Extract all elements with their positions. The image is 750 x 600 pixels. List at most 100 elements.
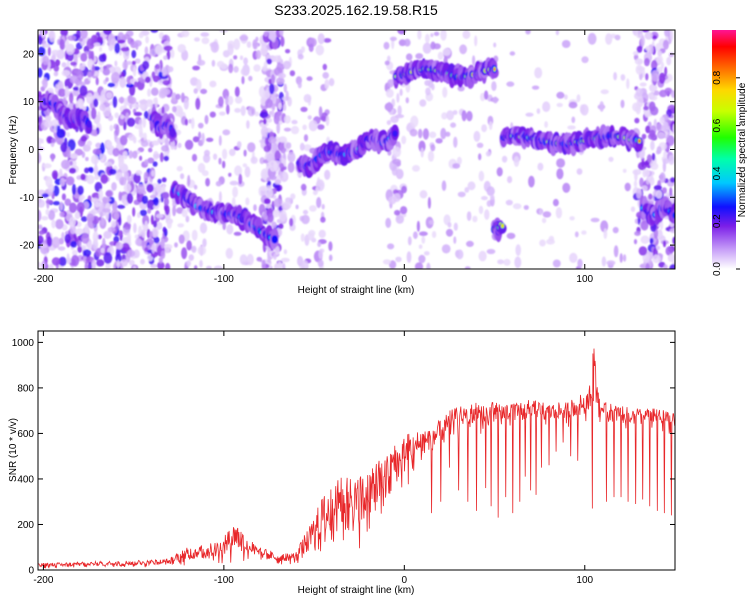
heatmap-noise-cell <box>645 263 650 269</box>
heatmap-noise-cell <box>72 183 76 196</box>
heatmap-noise-cell <box>277 228 283 237</box>
heatmap-noise-cell <box>635 88 644 97</box>
heatmap-noise-cell <box>112 96 118 108</box>
heatmap-noise-cell <box>264 198 271 205</box>
heatmap-noise-cell <box>640 35 645 47</box>
heatmap-noise-cell <box>76 30 81 40</box>
heatmap-noise-cell <box>187 174 191 187</box>
heatmap-noise-cell <box>637 66 645 71</box>
heatmap-noise-cell <box>633 180 638 188</box>
heatmap-noise-cell <box>197 162 206 173</box>
heatmap-noise-cell <box>274 245 280 256</box>
heatmap-noise-cell <box>317 33 325 45</box>
heatmap-noise-cell <box>656 66 663 73</box>
heatmap-noise-cell <box>392 158 401 165</box>
heatmap-noise-cell <box>271 93 276 103</box>
heatmap-noise-cell <box>61 62 67 68</box>
heatmap-noise-cell <box>648 193 653 200</box>
heatmap-noise-cell <box>103 252 113 264</box>
heatmap-noise-cell <box>634 58 644 65</box>
heatmap-noise-cell <box>80 52 88 62</box>
heatmap-noise-cell <box>146 228 151 239</box>
heatmap-noise-cell <box>287 161 295 173</box>
heatmap-noise-cell <box>151 87 159 96</box>
heatmap-noise-cell <box>147 157 155 164</box>
heatmap-noise-cell <box>581 56 589 64</box>
heatmap-noise-cell <box>114 42 121 54</box>
heatmap-noise-cell <box>132 66 137 77</box>
heatmap-noise-cell <box>273 253 277 260</box>
heatmap-noise-cell <box>445 228 454 237</box>
heatmap-noise-cell <box>456 249 464 260</box>
heatmap-noise-cell <box>144 220 148 231</box>
heatmap-noise-cell <box>409 128 418 137</box>
colorbar-tick-label: 0.4 <box>712 166 723 180</box>
heatmap-noise-cell <box>659 116 665 124</box>
heatmap-noise-cell <box>308 229 316 237</box>
heatmap-noise-cell <box>246 253 254 266</box>
heatmap-noise-cell <box>38 261 41 269</box>
heatmap-noise-cell <box>177 44 186 53</box>
heatmap-noise-cell <box>209 80 217 88</box>
heatmap-noise-cell <box>145 76 151 83</box>
heatmap-noise-cell <box>656 229 663 241</box>
heatmap-noise-cell <box>289 70 296 77</box>
heatmap-noise-cell <box>128 150 133 159</box>
heatmap-noise-cell <box>61 232 65 240</box>
heatmap-noise-cell <box>222 148 228 160</box>
heatmap-noise-cell <box>491 81 497 92</box>
heatmap-noise-cell <box>151 243 156 254</box>
heatmap-noise-cell <box>576 94 581 103</box>
heatmap-noise-cell <box>85 156 89 162</box>
heatmap-noise-cell <box>113 212 120 220</box>
heatmap-noise-cell <box>626 78 630 90</box>
heatmap-noise-cell <box>328 254 333 262</box>
heatmap-noise-cell <box>188 254 194 261</box>
heatmap-noise-cell <box>251 108 255 115</box>
heatmap-noise-cell <box>278 136 287 143</box>
heatmap-noise-cell <box>552 259 561 268</box>
snr-y-tick-label: 600 <box>17 429 34 440</box>
heatmap-noise-cell <box>76 201 85 214</box>
heatmap-noise-cell <box>385 217 392 228</box>
heatmap-noise-cell <box>194 265 198 269</box>
heatmap-noise-cell <box>140 258 145 265</box>
heatmap-noise-cell <box>119 176 127 186</box>
heatmap-noise-cell <box>452 163 461 169</box>
heatmap-noise-cell <box>103 230 112 239</box>
heatmap-noise-cell <box>662 240 667 248</box>
heatmap-noise-cell <box>115 242 124 250</box>
heatmap-noise-cell <box>442 48 451 56</box>
heatmap-noise-cell <box>73 86 80 91</box>
heatmap-noise-cell <box>119 76 127 88</box>
heatmap-noise-cell <box>100 247 105 254</box>
heatmap-noise-cell <box>322 72 330 79</box>
heatmap-noise-cell <box>211 59 216 67</box>
heatmap-noise-cell <box>121 259 128 267</box>
heatmap-noise-cell <box>562 182 571 193</box>
heatmap-noise-cell <box>170 49 175 59</box>
heatmap-noise-cell <box>423 251 430 256</box>
heatmap-noise-cell <box>233 231 242 236</box>
snr-y-ticks: 0 200 400 600 800 1000 <box>12 338 675 577</box>
heatmap-noise-cell <box>233 66 239 73</box>
colorbar-gradient <box>712 30 736 269</box>
heatmap-noise-cell <box>646 154 652 163</box>
heatmap-noise-cell <box>259 111 269 118</box>
heatmap-noise-cell <box>61 193 66 201</box>
heatmap-noise-cell <box>94 201 101 208</box>
heatmap-noise-cell <box>158 71 163 78</box>
heatmap-noise-cell <box>486 186 495 197</box>
heatmap-noise-cell <box>86 213 95 223</box>
heatmap-noise-cell <box>163 55 168 60</box>
heatmap-noise-cell <box>269 175 277 181</box>
heatmap-noise-cell <box>259 185 269 192</box>
heatmap-noise-cell <box>143 171 149 182</box>
heatmap-noise-cell <box>670 30 674 42</box>
heatmap-noise-cell <box>324 79 330 90</box>
heatmap-noise-cell <box>384 60 390 66</box>
heatmap-noise-cell <box>86 140 93 147</box>
heatmap-noise-cell <box>656 55 663 65</box>
heatmap-noise-cell <box>68 167 77 174</box>
heatmap-noise-cell <box>261 259 266 269</box>
